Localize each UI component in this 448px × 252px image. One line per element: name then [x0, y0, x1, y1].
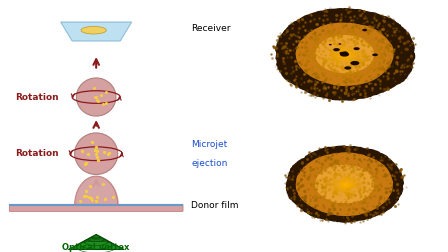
Text: ejection: ejection [191, 159, 228, 168]
Text: Receiver: Receiver [191, 24, 231, 34]
Ellipse shape [362, 29, 367, 31]
Text: 20 μm: 20 μm [391, 97, 415, 106]
Polygon shape [316, 166, 374, 203]
Ellipse shape [340, 52, 345, 54]
Ellipse shape [345, 66, 351, 70]
Ellipse shape [372, 53, 378, 56]
Text: Rotation: Rotation [15, 92, 59, 102]
Text: Rotation: Rotation [15, 149, 59, 158]
Text: Donor film: Donor film [191, 201, 239, 210]
Text: 20 μm: 20 μm [391, 223, 415, 232]
Polygon shape [69, 234, 124, 249]
Ellipse shape [77, 78, 116, 116]
Ellipse shape [75, 133, 118, 174]
Ellipse shape [338, 43, 341, 45]
Polygon shape [296, 153, 392, 215]
Text: Microjet: Microjet [191, 140, 227, 149]
Ellipse shape [343, 54, 345, 55]
Ellipse shape [81, 26, 106, 34]
Polygon shape [316, 36, 374, 73]
Polygon shape [296, 23, 393, 85]
Ellipse shape [353, 47, 360, 50]
Ellipse shape [350, 61, 359, 65]
Ellipse shape [333, 48, 340, 51]
Polygon shape [61, 22, 132, 41]
Ellipse shape [329, 44, 332, 45]
Text: Optical vortex: Optical vortex [63, 243, 130, 252]
Polygon shape [286, 146, 403, 222]
FancyBboxPatch shape [9, 204, 183, 211]
Polygon shape [276, 9, 415, 100]
Ellipse shape [340, 52, 349, 57]
Ellipse shape [342, 51, 348, 54]
